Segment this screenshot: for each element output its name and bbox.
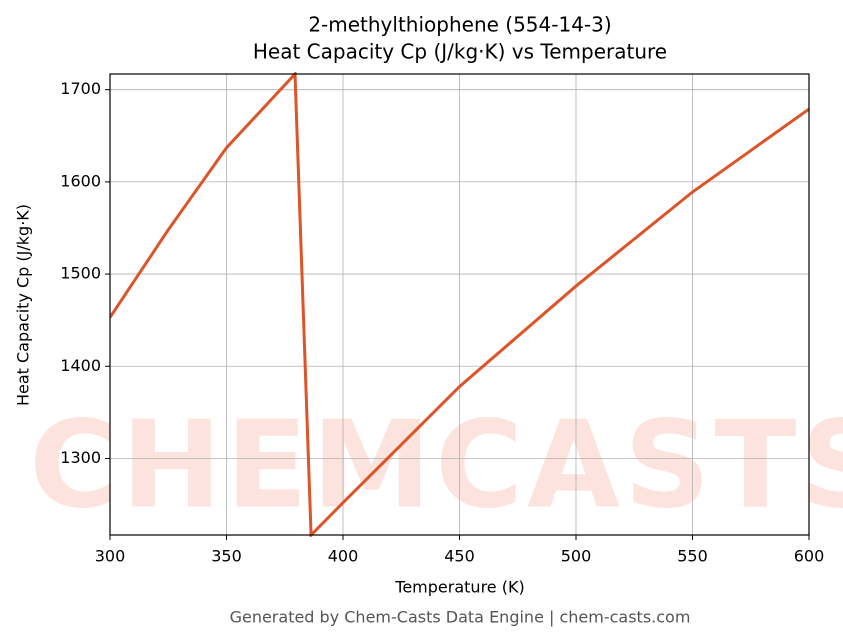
- chart-subtitle: Heat Capacity Cp (J/kg·K) vs Temperature: [253, 40, 667, 64]
- watermark: CHEMCASTS: [29, 397, 843, 536]
- y-tick-label: 1500: [60, 264, 101, 283]
- y-tick-label: 1600: [60, 171, 101, 190]
- x-tick-label: 350: [211, 547, 242, 566]
- y-tick-label: 1700: [60, 79, 101, 98]
- x-tick-label: 300: [95, 547, 126, 566]
- x-tick-label: 450: [444, 547, 475, 566]
- x-tick-label: 550: [677, 547, 708, 566]
- x-tick-label: 600: [794, 547, 825, 566]
- x-tick-label: 400: [328, 547, 359, 566]
- y-axis-label: Heat Capacity Cp (J/kg·K): [14, 204, 33, 406]
- y-tick-label: 1400: [60, 356, 101, 375]
- x-tick-label: 500: [561, 547, 592, 566]
- data-line: [110, 72, 809, 537]
- chart-title: 2-methylthiophene (554-14-3): [308, 13, 611, 37]
- plot-frame: [109, 73, 810, 536]
- y-tick-label: 1300: [60, 448, 101, 467]
- footer: Generated by Chem-Casts Data Engine | ch…: [230, 608, 691, 627]
- x-axis-label: Temperature (K): [394, 578, 524, 597]
